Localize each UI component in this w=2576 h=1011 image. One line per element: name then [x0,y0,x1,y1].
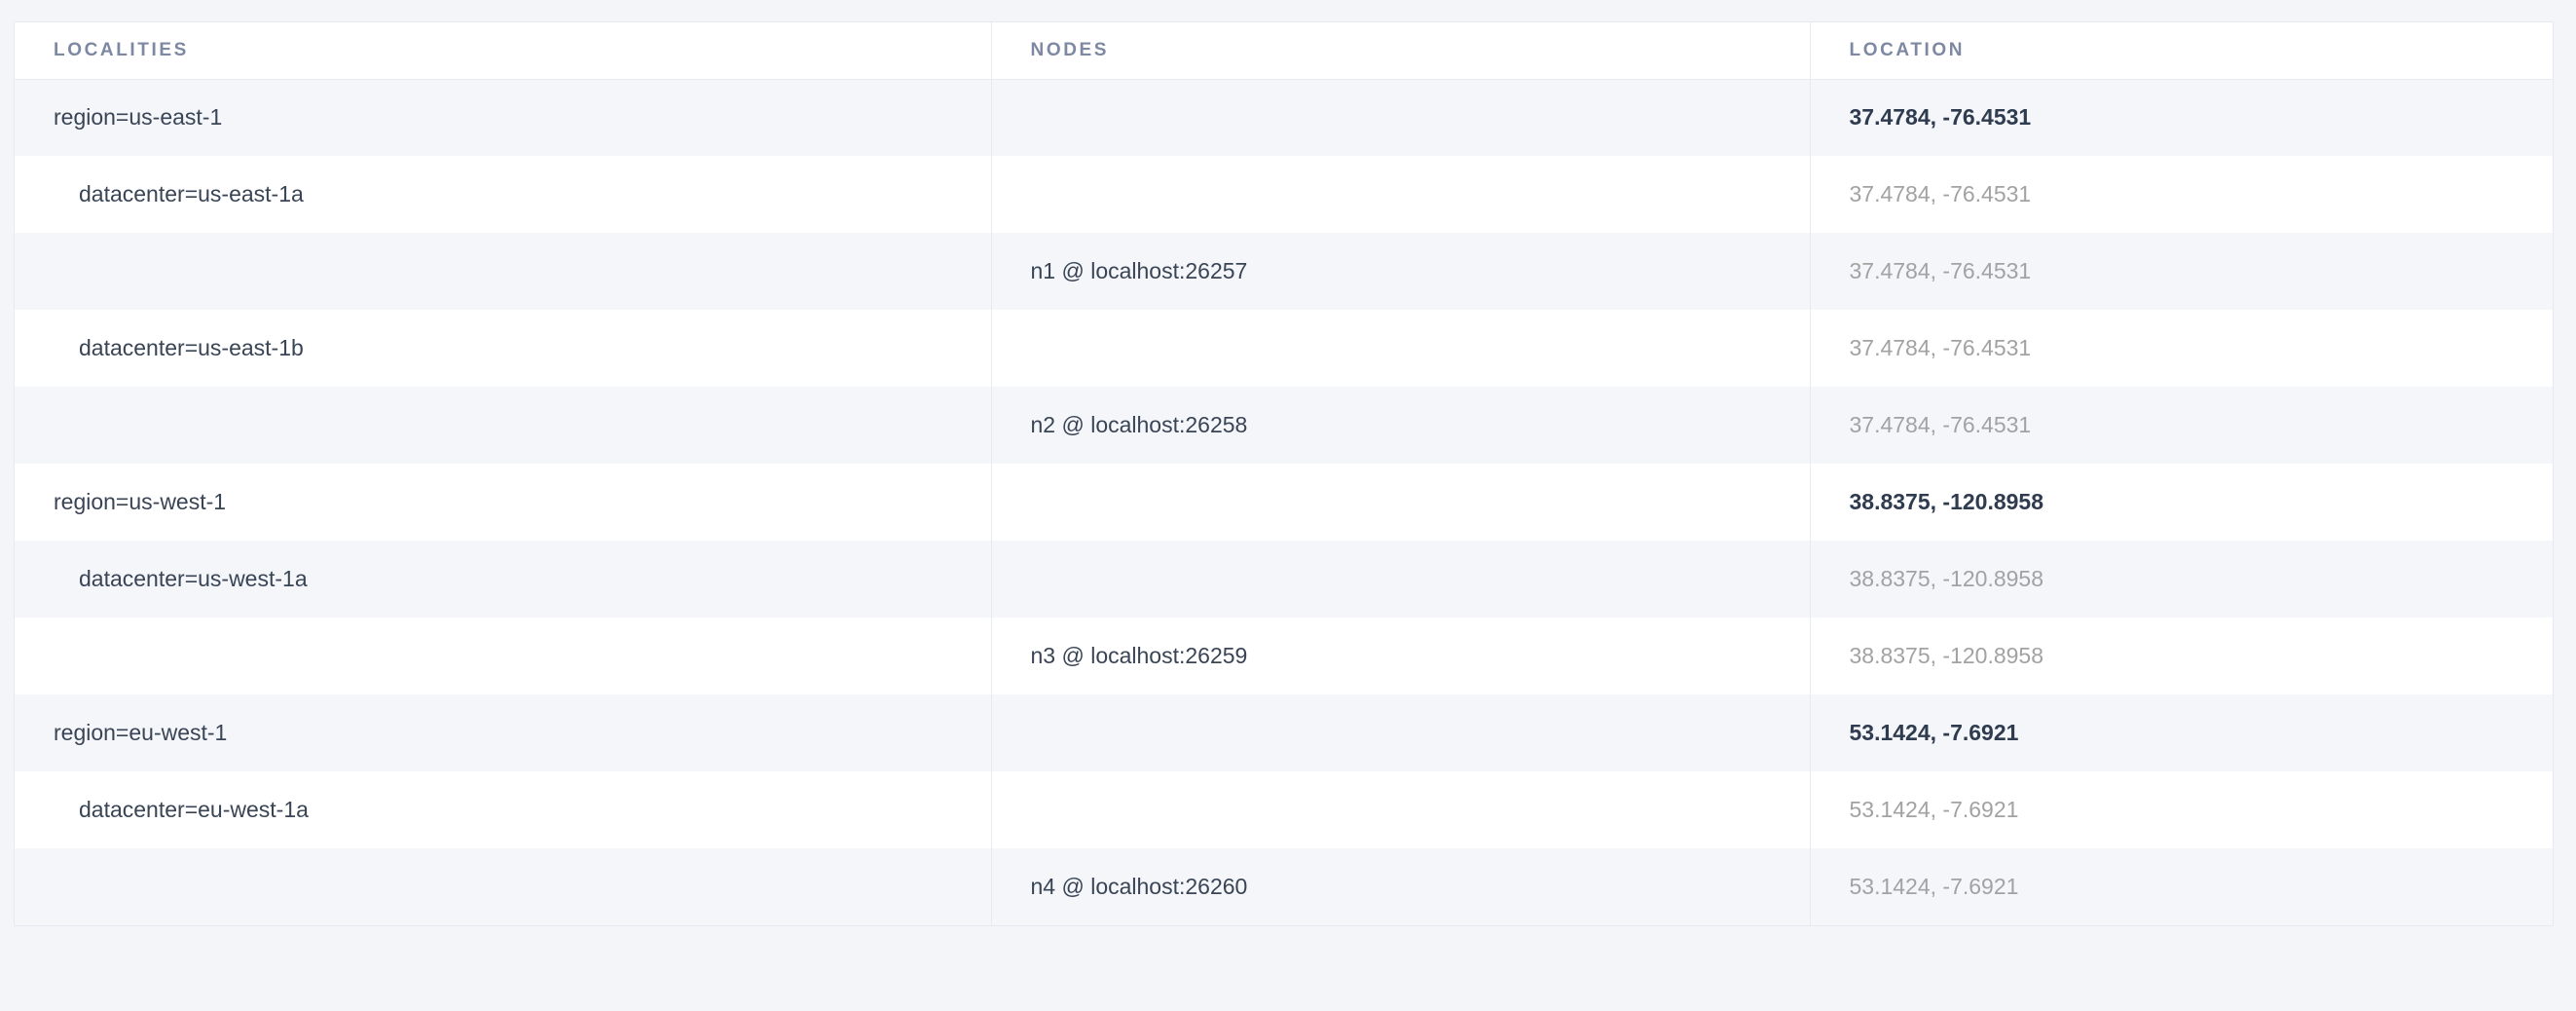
table-row[interactable]: datacenter=us-east-1b 37.4784, -76.4531 [15,310,2553,387]
node-label[interactable]: n2 @ localhost:26258 [1030,412,1248,437]
cell-node [990,310,1810,387]
location-value: 37.4784, -76.4531 [1849,258,2032,283]
node-label[interactable]: n3 @ localhost:26259 [1030,643,1248,668]
locality-label: datacenter=us-east-1a [79,181,304,206]
table-row[interactable]: region=eu-west-1 53.1424, -7.6921 [15,694,2553,771]
cell-location: 38.8375, -120.8958 [1809,464,2553,541]
locality-label: datacenter=eu-west-1a [79,797,309,822]
cell-node [990,541,1810,618]
cell-location: 53.1424, -7.6921 [1809,771,2553,848]
location-value: 37.4784, -76.4531 [1849,335,2032,360]
table-row[interactable]: datacenter=us-east-1a 37.4784, -76.4531 [15,156,2553,233]
table-row[interactable]: n1 @ localhost:26257 37.4784, -76.4531 [15,233,2553,310]
location-value: 38.8375, -120.8958 [1849,489,2044,514]
location-value: 53.1424, -7.6921 [1849,797,2019,822]
table-row[interactable]: region=us-west-1 38.8375, -120.8958 [15,464,2553,541]
cell-locality: datacenter=us-east-1a [15,156,991,233]
cell-node: n4 @ localhost:26260 [990,848,1810,925]
cell-node: n2 @ localhost:26258 [990,387,1810,464]
location-value: 38.8375, -120.8958 [1849,566,2044,591]
table-row[interactable]: n4 @ localhost:26260 53.1424, -7.6921 [15,848,2553,925]
node-label[interactable]: n1 @ localhost:26257 [1030,258,1248,283]
cell-locality: region=us-west-1 [15,464,991,541]
table-row[interactable]: n3 @ localhost:26259 38.8375, -120.8958 [15,618,2553,694]
cell-location: 53.1424, -7.6921 [1809,848,2553,925]
table-row[interactable]: datacenter=eu-west-1a 53.1424, -7.6921 [15,771,2553,848]
cell-location: 37.4784, -76.4531 [1809,387,2553,464]
cell-locality [15,618,991,694]
cell-location: 37.4784, -76.4531 [1809,156,2553,233]
cell-locality: datacenter=eu-west-1a [15,771,991,848]
locality-label: region=eu-west-1 [54,720,228,745]
cell-location: 53.1424, -7.6921 [1809,694,2553,771]
cell-location: 38.8375, -120.8958 [1809,618,2553,694]
column-header-location[interactable]: LOCATION [1809,22,2553,80]
cell-locality [15,848,991,925]
cell-node [990,771,1810,848]
table-row[interactable]: datacenter=us-west-1a 38.8375, -120.8958 [15,541,2553,618]
cell-locality: region=us-east-1 [15,79,991,156]
cell-node: n3 @ localhost:26259 [990,618,1810,694]
table-body: region=us-east-1 37.4784, -76.4531 datacen… [15,79,2553,925]
cell-node [990,156,1810,233]
table-row[interactable]: region=us-east-1 37.4784, -76.4531 [15,79,2553,156]
node-label[interactable]: n4 @ localhost:26260 [1030,874,1248,899]
table-header-row: LOCALITIES NODES LOCATION [15,22,2553,80]
table-header: LOCALITIES NODES LOCATION [15,22,2553,80]
location-value: 53.1424, -7.6921 [1849,874,2019,899]
localities-table-card: LOCALITIES NODES LOCATION region=us-east… [14,21,2554,926]
cell-location: 37.4784, -76.4531 [1809,79,2553,156]
cell-locality: datacenter=us-east-1b [15,310,991,387]
cell-location: 37.4784, -76.4531 [1809,310,2553,387]
location-value: 38.8375, -120.8958 [1849,643,2044,668]
locality-label: datacenter=us-east-1b [79,335,304,360]
location-value: 53.1424, -7.6921 [1849,720,2019,745]
cell-node [990,694,1810,771]
column-header-nodes[interactable]: NODES [990,22,1810,80]
column-header-localities[interactable]: LOCALITIES [15,22,991,80]
cell-location: 38.8375, -120.8958 [1809,541,2553,618]
locality-label: region=us-east-1 [54,104,223,131]
locality-label: datacenter=us-west-1a [79,566,308,591]
cell-locality: datacenter=us-west-1a [15,541,991,618]
cell-location: 37.4784, -76.4531 [1809,233,2553,310]
cell-node [990,464,1810,541]
location-value: 37.4784, -76.4531 [1849,412,2032,437]
cell-node: n1 @ localhost:26257 [990,233,1810,310]
location-value: 37.4784, -76.4531 [1849,181,2032,206]
cell-locality [15,387,991,464]
cell-locality [15,233,991,310]
table-row[interactable]: n2 @ localhost:26258 37.4784, -76.4531 [15,387,2553,464]
cell-locality: region=eu-west-1 [15,694,991,771]
locality-label: region=us-west-1 [54,489,227,514]
cell-node [990,79,1810,156]
location-value: 37.4784, -76.4531 [1849,104,2032,131]
localities-table: LOCALITIES NODES LOCATION region=us-east… [15,22,2553,925]
